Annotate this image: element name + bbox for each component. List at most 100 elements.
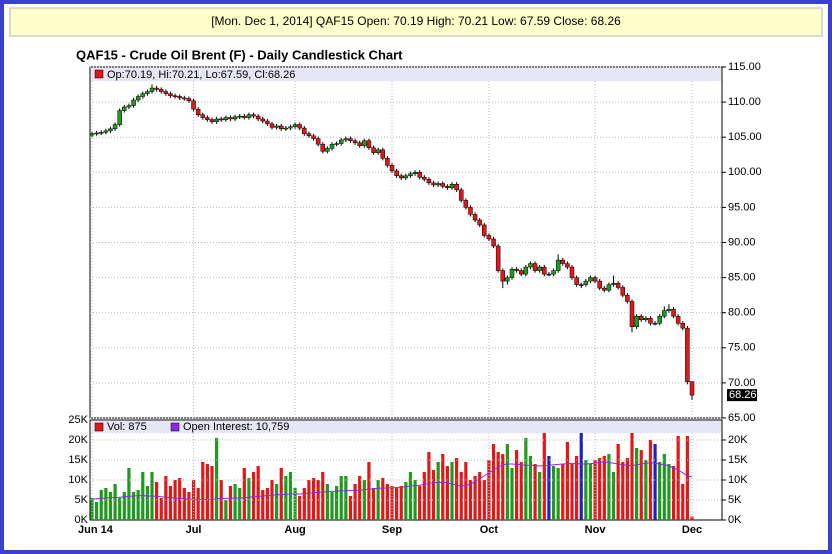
volume-bar <box>173 480 177 520</box>
volume-bar <box>353 484 357 520</box>
candle-body <box>666 308 672 311</box>
oi-legend: Open Interest: 10,759 <box>183 421 289 433</box>
volume-bar <box>635 448 639 520</box>
candle-body <box>315 138 321 145</box>
candle-body <box>643 318 649 320</box>
volume-bar <box>362 480 366 520</box>
candle-body <box>634 315 639 327</box>
volume-bar <box>427 452 431 520</box>
volume-bar <box>399 486 403 520</box>
volume-bar <box>648 440 653 520</box>
candle-body <box>158 89 164 92</box>
volume-bar <box>616 444 620 520</box>
volume-bar <box>233 484 237 520</box>
candle-body <box>588 277 593 282</box>
legend-swatch <box>94 69 104 79</box>
candle-body <box>445 186 450 188</box>
volume-marks <box>90 433 694 520</box>
volume-bar <box>482 480 486 520</box>
volume-bar <box>662 454 666 520</box>
candle-body <box>389 165 395 172</box>
volume-bar <box>164 476 168 520</box>
volume-bar <box>298 496 302 520</box>
volume-bar <box>611 472 616 520</box>
legend-band <box>91 68 721 81</box>
candle-body <box>375 149 381 153</box>
price-legend: Op:70.19, Hi:70.21, Lo:67.59, Cl:68.26 <box>107 69 295 81</box>
y-tick-label: 95.00 <box>728 201 756 213</box>
volume-bar <box>325 484 329 520</box>
volume-bar <box>215 438 219 520</box>
candle-body <box>131 99 136 106</box>
volume-bar <box>288 472 293 520</box>
candle-body <box>172 95 178 98</box>
candle-body <box>163 91 169 94</box>
candle-body <box>537 266 542 271</box>
y-tick-label: 5K <box>75 494 89 506</box>
volume-bar <box>155 482 159 520</box>
candle-body <box>112 124 118 130</box>
candle-body <box>302 127 307 134</box>
candle-body <box>311 135 316 139</box>
candle-body <box>629 301 635 327</box>
candle-body <box>269 123 275 128</box>
candle-body <box>343 138 349 141</box>
volume-bar <box>556 468 560 520</box>
candle-body <box>103 130 109 133</box>
y-tick-label: 65.00 <box>728 412 756 424</box>
candle-body <box>523 266 529 275</box>
candle-body <box>578 284 584 286</box>
legend-swatch <box>94 422 104 432</box>
volume-bar <box>293 488 297 520</box>
candle-body <box>177 96 182 99</box>
candle-body <box>449 183 455 188</box>
volume-bar <box>127 468 131 520</box>
candle-body <box>242 115 247 118</box>
volume-bar <box>367 462 371 520</box>
y-tick-label: 25K <box>68 414 88 426</box>
y-tick-label: 0K <box>75 514 89 526</box>
volume-bar <box>436 462 440 520</box>
candle-body <box>648 318 653 324</box>
candle-body <box>528 263 533 268</box>
candle-body <box>542 266 547 275</box>
volume-bar <box>205 464 209 520</box>
volume-bar <box>224 500 228 520</box>
candle-body <box>200 114 206 118</box>
candle-body <box>297 124 302 129</box>
candle-body <box>357 142 362 146</box>
volume-bar <box>538 472 542 520</box>
candle-body <box>348 138 353 141</box>
candle-body <box>408 173 413 177</box>
candle-body <box>652 322 658 325</box>
candle-body <box>117 110 122 125</box>
volume-bar <box>136 490 140 520</box>
volume-bar <box>621 462 625 520</box>
volume-bar <box>639 450 643 520</box>
y-tick-label: 70.00 <box>728 377 756 389</box>
volume-bar <box>145 486 149 520</box>
candle-body <box>620 287 626 296</box>
candle-body <box>551 270 556 275</box>
candle-body <box>338 139 344 144</box>
volume-bar <box>284 476 288 520</box>
candle-body <box>468 207 473 215</box>
candle-body <box>675 315 681 324</box>
candle-body <box>398 175 404 179</box>
candle-body <box>320 143 326 152</box>
legend-band <box>91 421 721 433</box>
candle-body <box>477 219 482 226</box>
y2-tick-label: 0K <box>728 514 742 526</box>
volume-bar <box>519 462 523 520</box>
x-tick-label: Jul <box>186 524 202 536</box>
volume-bar <box>690 516 694 520</box>
volume-bar <box>275 484 279 520</box>
y-tick-label: 100.00 <box>728 166 762 178</box>
x-tick-label: Aug <box>284 524 305 536</box>
volume-bar <box>547 456 551 520</box>
candle-body <box>546 273 552 276</box>
volume-bar <box>644 460 648 520</box>
candle-body <box>685 327 690 383</box>
volume-bar <box>311 478 316 520</box>
volume-bar <box>270 480 274 520</box>
